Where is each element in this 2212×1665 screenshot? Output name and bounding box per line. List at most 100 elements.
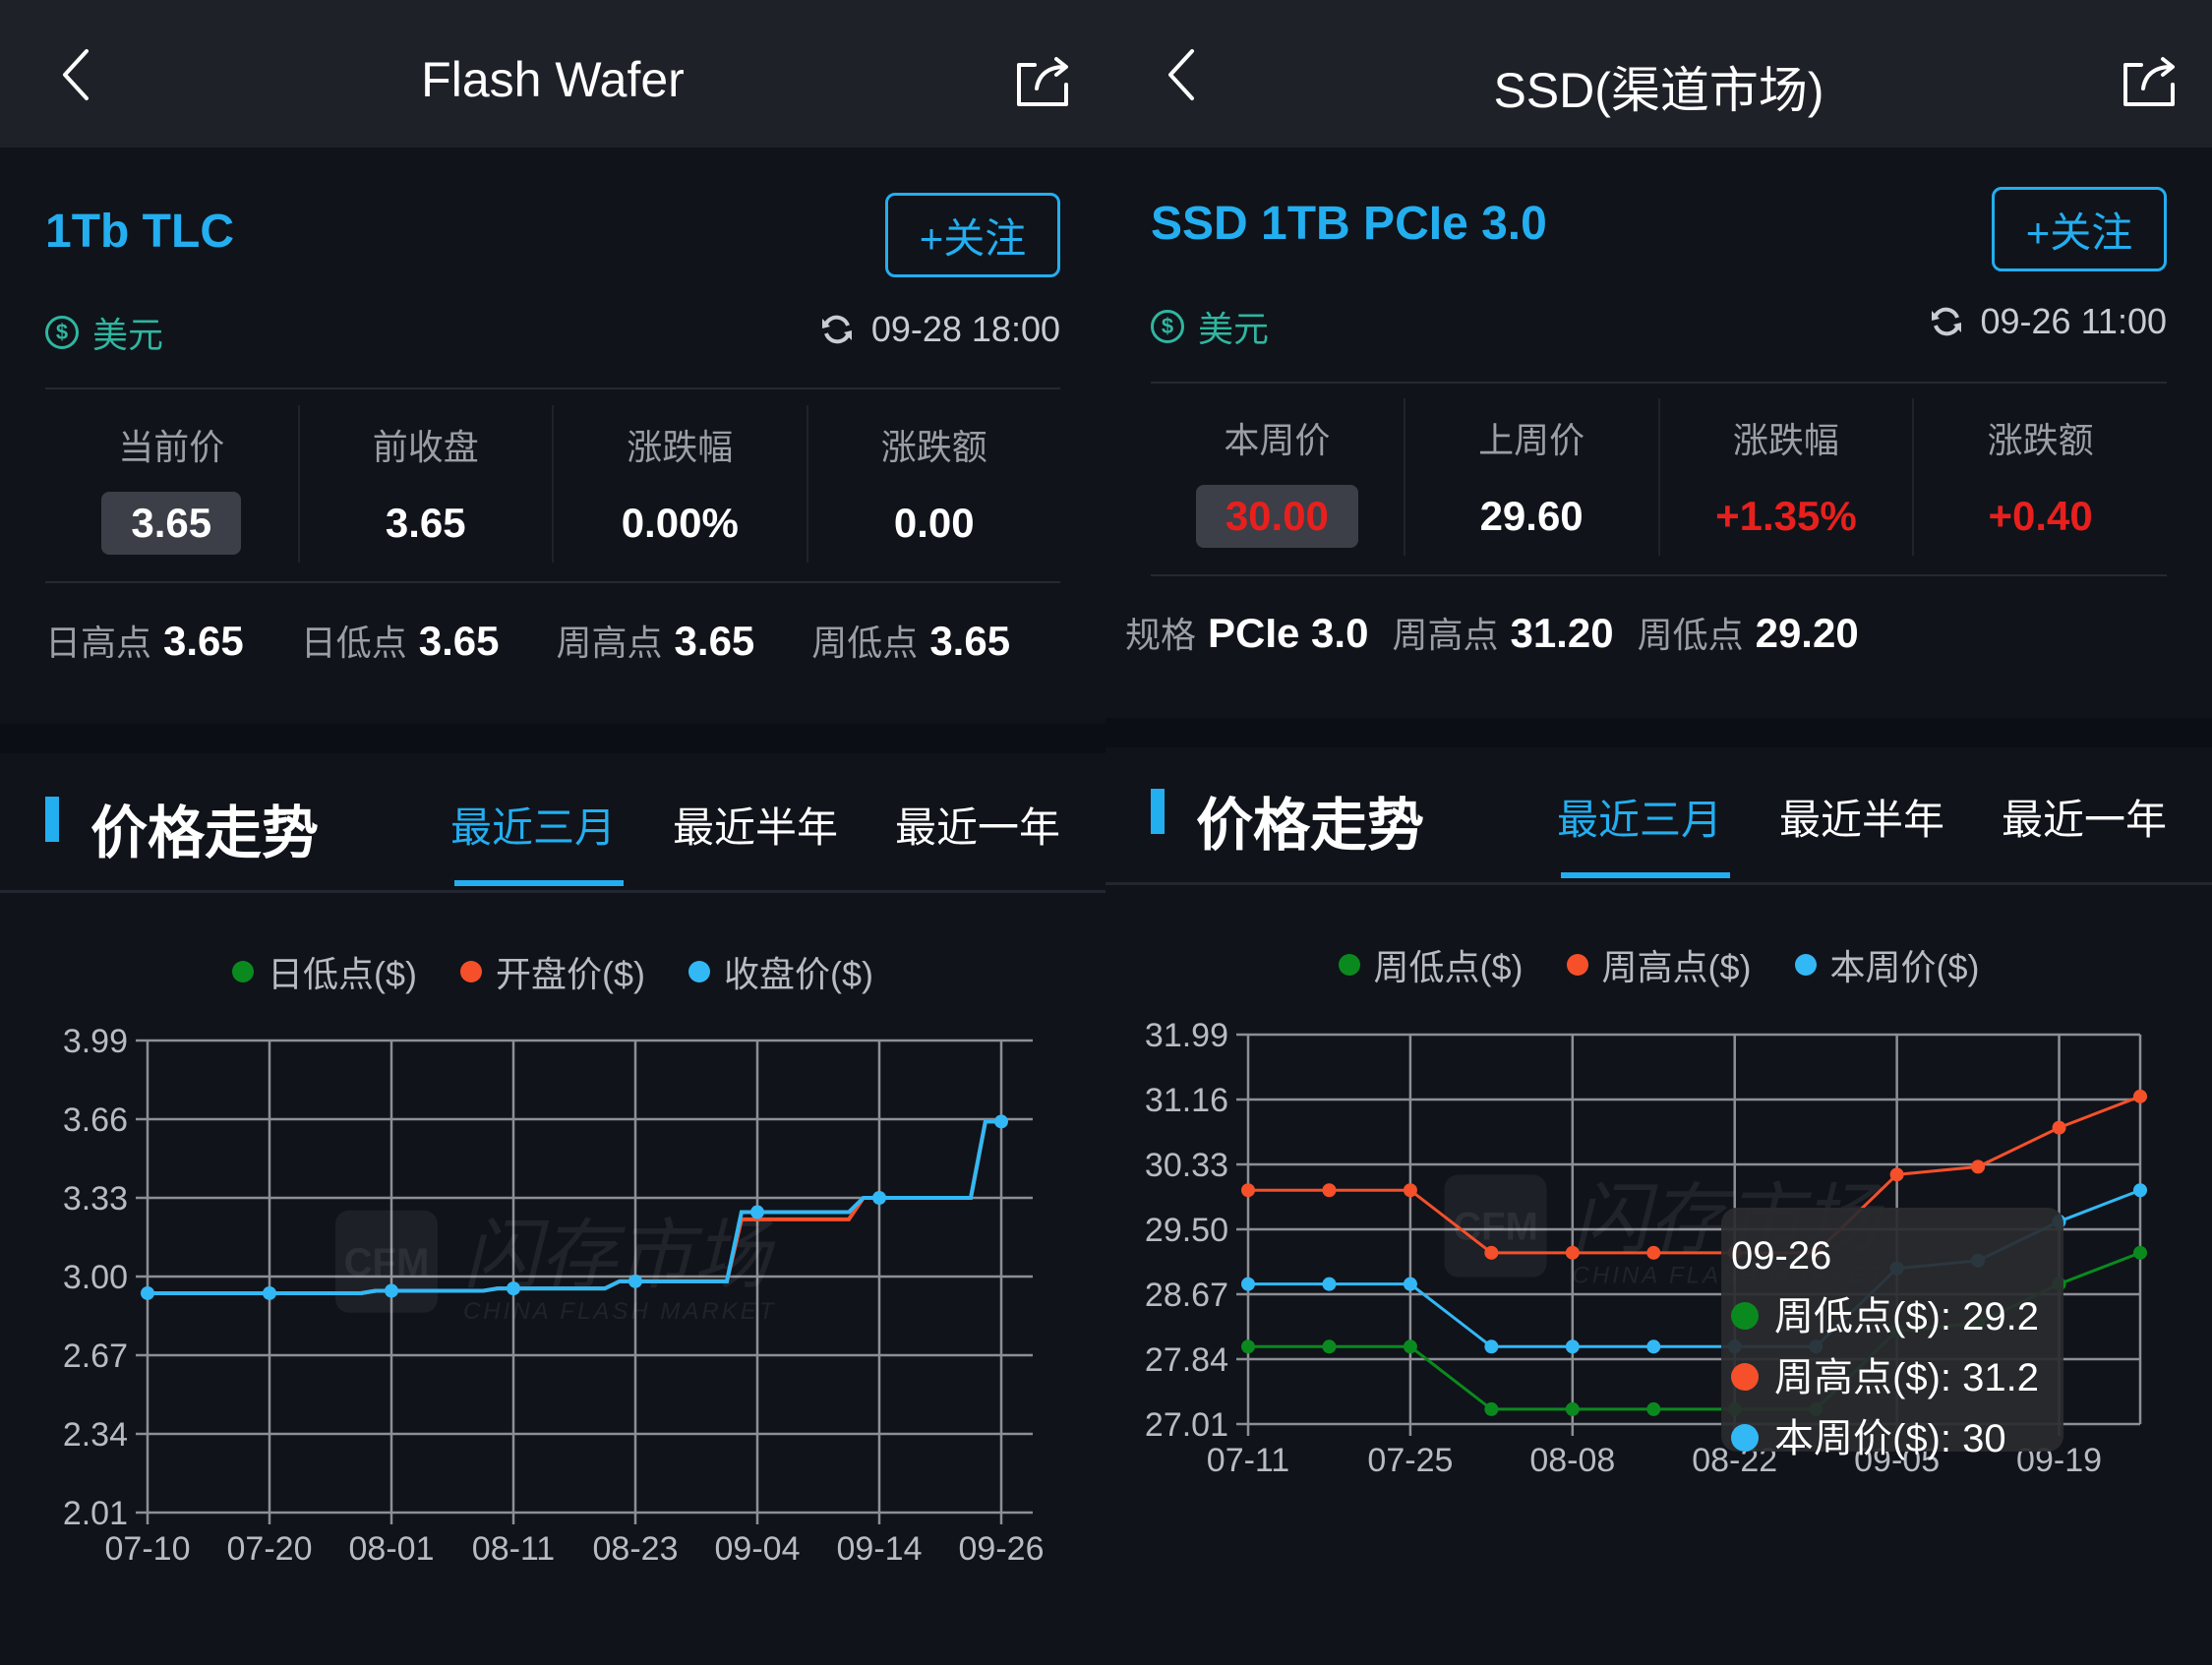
y-tick-label: 30.33	[1145, 1147, 1228, 1184]
y-tick-label: 3.99	[63, 1023, 128, 1060]
currency-label: $ 美元	[1151, 301, 1269, 352]
follow-button[interactable]: +关注	[1992, 187, 2167, 271]
divider	[0, 890, 1106, 893]
data-point[interactable]	[1403, 1183, 1417, 1198]
day-low: 日低点 3.65	[301, 615, 500, 666]
data-point[interactable]	[1889, 1167, 1904, 1182]
tab-1-year[interactable]: 最近一年	[2001, 797, 2167, 843]
extra-key: 日高点	[45, 623, 152, 663]
data-point[interactable]	[263, 1285, 276, 1300]
data-point[interactable]	[1241, 1277, 1255, 1291]
tooltip-date: 09-26	[1731, 1234, 1831, 1278]
tab-3-months[interactable]: 最近三月	[450, 795, 624, 886]
chart-legend: 日低点($) 开盘价($) 收盘价($)	[0, 946, 1106, 997]
legend-day-low[interactable]: 日低点($)	[232, 946, 417, 997]
stat-value: +0.40	[1988, 493, 2093, 539]
legend-week-low[interactable]: 周低点($)	[1338, 939, 1524, 990]
data-point[interactable]	[1322, 1277, 1337, 1291]
share-icon[interactable]	[1015, 55, 1072, 108]
x-tick-label: 07-25	[1367, 1442, 1453, 1479]
data-point[interactable]	[1971, 1160, 1986, 1174]
extra-value: PCIe 3.0	[1208, 610, 1369, 656]
chart-grid: 31.99 31.16 30.33 29.50 28.67 27.84 27.0107-11…	[1145, 1017, 2142, 1479]
data-point[interactable]	[1565, 1245, 1580, 1260]
legend-dot-icon	[1731, 1424, 1759, 1452]
currency-text: 美元	[1198, 309, 1270, 349]
extra-value: 3.65	[929, 618, 1011, 664]
data-point[interactable]	[1646, 1245, 1661, 1260]
x-tick-label: 08-08	[1529, 1442, 1615, 1479]
share-icon[interactable]	[2122, 55, 2179, 108]
extra-key: 周高点	[1392, 615, 1499, 655]
tooltip-row: 周低点($): 29.2	[1774, 1295, 2039, 1338]
stat-value: 3.65	[385, 500, 466, 546]
data-point[interactable]	[1322, 1183, 1337, 1198]
title-accent-bar	[45, 797, 59, 842]
legend-week-high[interactable]: 周高点($)	[1566, 939, 1752, 990]
data-point[interactable]	[1484, 1401, 1499, 1416]
legend-close[interactable]: 收盘价($)	[688, 946, 873, 997]
data-point[interactable]	[1646, 1401, 1661, 1416]
stat-label: 涨跌幅	[627, 427, 734, 467]
follow-button[interactable]: +关注	[885, 193, 1060, 277]
extra-key: 周低点	[1637, 615, 1744, 655]
data-point[interactable]	[1241, 1183, 1255, 1198]
legend-label: 收盘价($)	[724, 954, 873, 994]
data-point[interactable]	[1403, 1277, 1417, 1291]
data-point[interactable]	[1484, 1339, 1499, 1354]
data-point[interactable]	[507, 1281, 520, 1296]
legend-label: 日低点($)	[268, 954, 417, 994]
data-point[interactable]	[628, 1274, 642, 1288]
trend-header: 价格走势 最近三月 最近半年 最近一年	[1106, 747, 2212, 885]
price-line-chart[interactable]: 31.99 31.16 30.33 29.50 28.67 27.84 27.0107-11…	[1106, 1003, 2212, 1593]
data-point[interactable]	[1322, 1339, 1337, 1354]
data-point[interactable]	[1646, 1339, 1661, 1354]
tab-1-year[interactable]: 最近一年	[894, 804, 1060, 851]
legend-dot-icon	[460, 961, 482, 982]
week-high: 周高点 3.65	[557, 615, 755, 666]
section-gap	[1106, 718, 2212, 747]
stat-value: 30.00	[1195, 485, 1358, 548]
refresh-icon[interactable]	[820, 313, 854, 346]
back-chevron-icon[interactable]	[57, 47, 96, 102]
refresh-icon[interactable]	[1930, 305, 1963, 338]
x-tick-label: 09-26	[959, 1530, 1045, 1568]
data-point[interactable]	[385, 1283, 398, 1298]
x-tick-label: 07-11	[1207, 1442, 1289, 1479]
data-point[interactable]	[1403, 1339, 1417, 1354]
spec: 规格 PCIe 3.0	[1125, 607, 1368, 658]
page-title: Flash Wafer	[421, 52, 685, 107]
stat-this-week-price: 本周价 30.00	[1151, 398, 1404, 556]
tab-3-months[interactable]: 最近三月	[1557, 787, 1730, 878]
tab-6-months[interactable]: 最近半年	[672, 804, 838, 851]
x-tick-label: 09-04	[715, 1530, 801, 1568]
divider	[45, 387, 1060, 389]
data-point[interactable]	[2052, 1120, 2066, 1135]
tab-6-months[interactable]: 最近半年	[1778, 797, 1944, 843]
data-point[interactable]	[872, 1191, 886, 1205]
divider	[1151, 382, 2167, 384]
title-accent-bar	[1151, 789, 1165, 834]
data-point[interactable]	[2133, 1089, 2147, 1103]
legend-this-week[interactable]: 本周价($)	[1794, 939, 1980, 990]
product-name: 1Tb TLC	[45, 206, 234, 258]
data-point[interactable]	[2133, 1245, 2147, 1260]
stat-label: 本周价	[1224, 420, 1331, 460]
data-point[interactable]	[1484, 1245, 1499, 1260]
svg-text:CHINA FLASH MARKET: CHINA FLASH MARKET	[463, 1298, 776, 1325]
data-point[interactable]	[750, 1205, 764, 1219]
data-point[interactable]	[2133, 1183, 2147, 1198]
price-stats: 当前价 3.65 前收盘 3.65 涨跌幅 0.00% 涨跌额 0.00	[45, 405, 1060, 563]
extra-value: 3.65	[163, 618, 244, 664]
data-point[interactable]	[1565, 1401, 1580, 1416]
trend-title: 价格走势	[1196, 794, 1425, 858]
legend-open[interactable]: 开盘价($)	[460, 946, 645, 997]
stat-label: 前收盘	[372, 427, 479, 467]
data-point[interactable]	[1565, 1339, 1580, 1354]
data-point[interactable]	[141, 1285, 154, 1300]
back-chevron-icon[interactable]	[1163, 47, 1202, 102]
data-point[interactable]	[1241, 1339, 1255, 1354]
data-point[interactable]	[994, 1114, 1008, 1129]
